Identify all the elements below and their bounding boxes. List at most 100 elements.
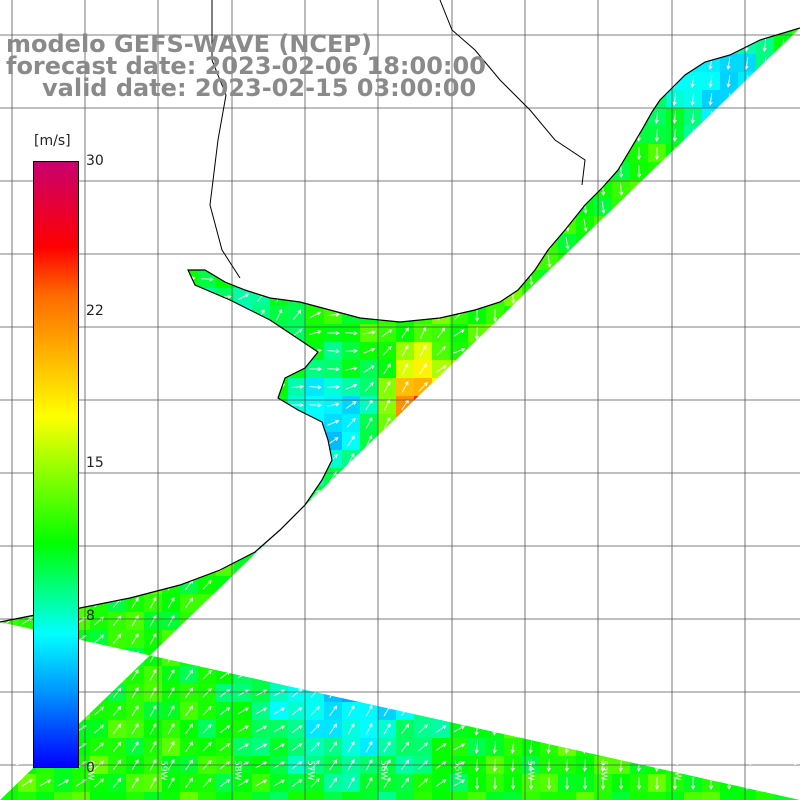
- wind-arrow: [474, 326, 479, 340]
- wind-arrow: [185, 597, 194, 609]
- wind-arrow: [255, 725, 268, 733]
- wind-speed-cell: [486, 792, 505, 800]
- colorbar: [33, 161, 79, 768]
- wind-arrow: [219, 688, 231, 697]
- wind-arrow: [291, 778, 303, 787]
- wind-arrow: [310, 724, 320, 734]
- wind-arrow: [365, 704, 373, 717]
- wind-speed-cell: [306, 792, 325, 800]
- wind-arrow: [672, 93, 677, 106]
- grid-labels: 61W 60W 59W 58W 57W 56W 55W 54W 53W 52W 51W 50W 33S 3…: [12, 166, 800, 780]
- wind-arrow: [418, 778, 429, 788]
- wind-arrow: [654, 777, 660, 790]
- latitude-label: 39S: [772, 604, 789, 614]
- wind-arrow: [453, 743, 465, 751]
- wind-speed-cell: [0, 792, 19, 800]
- wind-arrow: [583, 219, 588, 232]
- wind-arrow: [453, 779, 465, 787]
- wind-arrow: [167, 596, 175, 609]
- wind-arrow: [149, 668, 157, 681]
- wind-arrow: [344, 331, 358, 336]
- wind-speed-cell: [270, 792, 289, 800]
- wind-arrow: [347, 776, 355, 789]
- wind-arrow: [112, 633, 122, 644]
- latitude-label: 37S: [772, 458, 789, 468]
- wind-arrow: [327, 402, 340, 407]
- longitude-label: 59W: [158, 760, 168, 780]
- wind-arrow: [400, 723, 410, 734]
- latitude-label: 41S: [772, 750, 789, 760]
- wind-arrow: [365, 722, 373, 735]
- wind-arrow: [275, 308, 283, 321]
- wind-arrow: [547, 255, 552, 268]
- wind-arrow: [237, 779, 250, 787]
- longitude-label: 50W: [790, 760, 800, 780]
- latitude-label: 36S: [772, 385, 789, 395]
- wind-arrow: [418, 724, 429, 734]
- wind-arrow: [326, 331, 340, 336]
- wind-arrow: [185, 687, 194, 699]
- wind-arrow: [308, 385, 322, 390]
- wind-arrow: [383, 380, 391, 393]
- wind-speed-cell: [612, 792, 631, 800]
- wind-speed-cell: [36, 792, 55, 800]
- wind-arrow: [255, 707, 268, 715]
- valid-date: valid date: 2023-02-15 03:00:00: [42, 74, 477, 102]
- wind-speed-cell: [738, 792, 757, 800]
- wind-arrow: [582, 777, 588, 790]
- wind-arrow: [167, 740, 175, 753]
- colorbar-unit: [m/s]: [34, 133, 71, 149]
- wind-arrow: [255, 779, 268, 787]
- longitude-label: 57W: [305, 760, 315, 780]
- wind-speed-cell: [324, 792, 343, 800]
- wind-arrow: [726, 57, 731, 70]
- wind-arrow: [185, 741, 194, 753]
- wind-arrow: [383, 723, 391, 735]
- latitude-label: 33S: [772, 166, 789, 176]
- latitude-label: 38S: [772, 531, 789, 541]
- wind-arrow: [310, 778, 320, 788]
- wind-arrow: [435, 743, 447, 751]
- wind-arrow: [149, 632, 157, 645]
- coastline: [0, 27, 800, 623]
- wind-arrow: [237, 707, 250, 715]
- wind-arrow: [327, 437, 339, 445]
- wind-arrow: [185, 723, 194, 735]
- wind-speed-cell: [252, 792, 271, 800]
- wind-arrow: [326, 384, 340, 389]
- wind-arrow: [326, 349, 340, 354]
- wind-arrow: [546, 777, 552, 790]
- wind-arrow: [94, 724, 105, 734]
- wind-arrow: [131, 777, 139, 789]
- wind-arrow: [401, 380, 409, 393]
- latitude-label: 34S: [772, 239, 789, 249]
- wind-arrow: [708, 75, 713, 88]
- wind-arrow: [618, 777, 624, 790]
- wind-arrow: [167, 668, 175, 681]
- wind-arrow: [347, 452, 355, 465]
- longitude-label: 55W: [452, 760, 462, 780]
- wind-arrow: [363, 330, 376, 335]
- wind-arrow: [219, 724, 231, 733]
- wind-speed-cell: [198, 792, 217, 800]
- wind-speed-cell: [576, 792, 595, 800]
- wind-arrow: [474, 309, 480, 322]
- wind-arrow: [383, 416, 391, 429]
- wind-arrow: [185, 705, 194, 717]
- wind-arrow: [347, 435, 355, 447]
- longitude-label: 51W: [745, 760, 755, 780]
- wind-arrow: [346, 417, 356, 428]
- wind-arrow: [185, 777, 194, 789]
- wind-arrow: [690, 93, 695, 106]
- wind-arrow: [365, 434, 373, 447]
- wind-speed-cell: [666, 792, 685, 800]
- wind-arrow: [112, 723, 122, 734]
- wind-arrow: [437, 327, 445, 339]
- wind-arrow: [528, 777, 534, 790]
- wind-arrow: [345, 401, 357, 409]
- wind-arrow: [435, 725, 447, 733]
- wind-arrow: [237, 293, 250, 301]
- wind-arrow: [672, 128, 677, 142]
- wind-arrow: [94, 778, 105, 788]
- wind-arrow: [167, 704, 175, 717]
